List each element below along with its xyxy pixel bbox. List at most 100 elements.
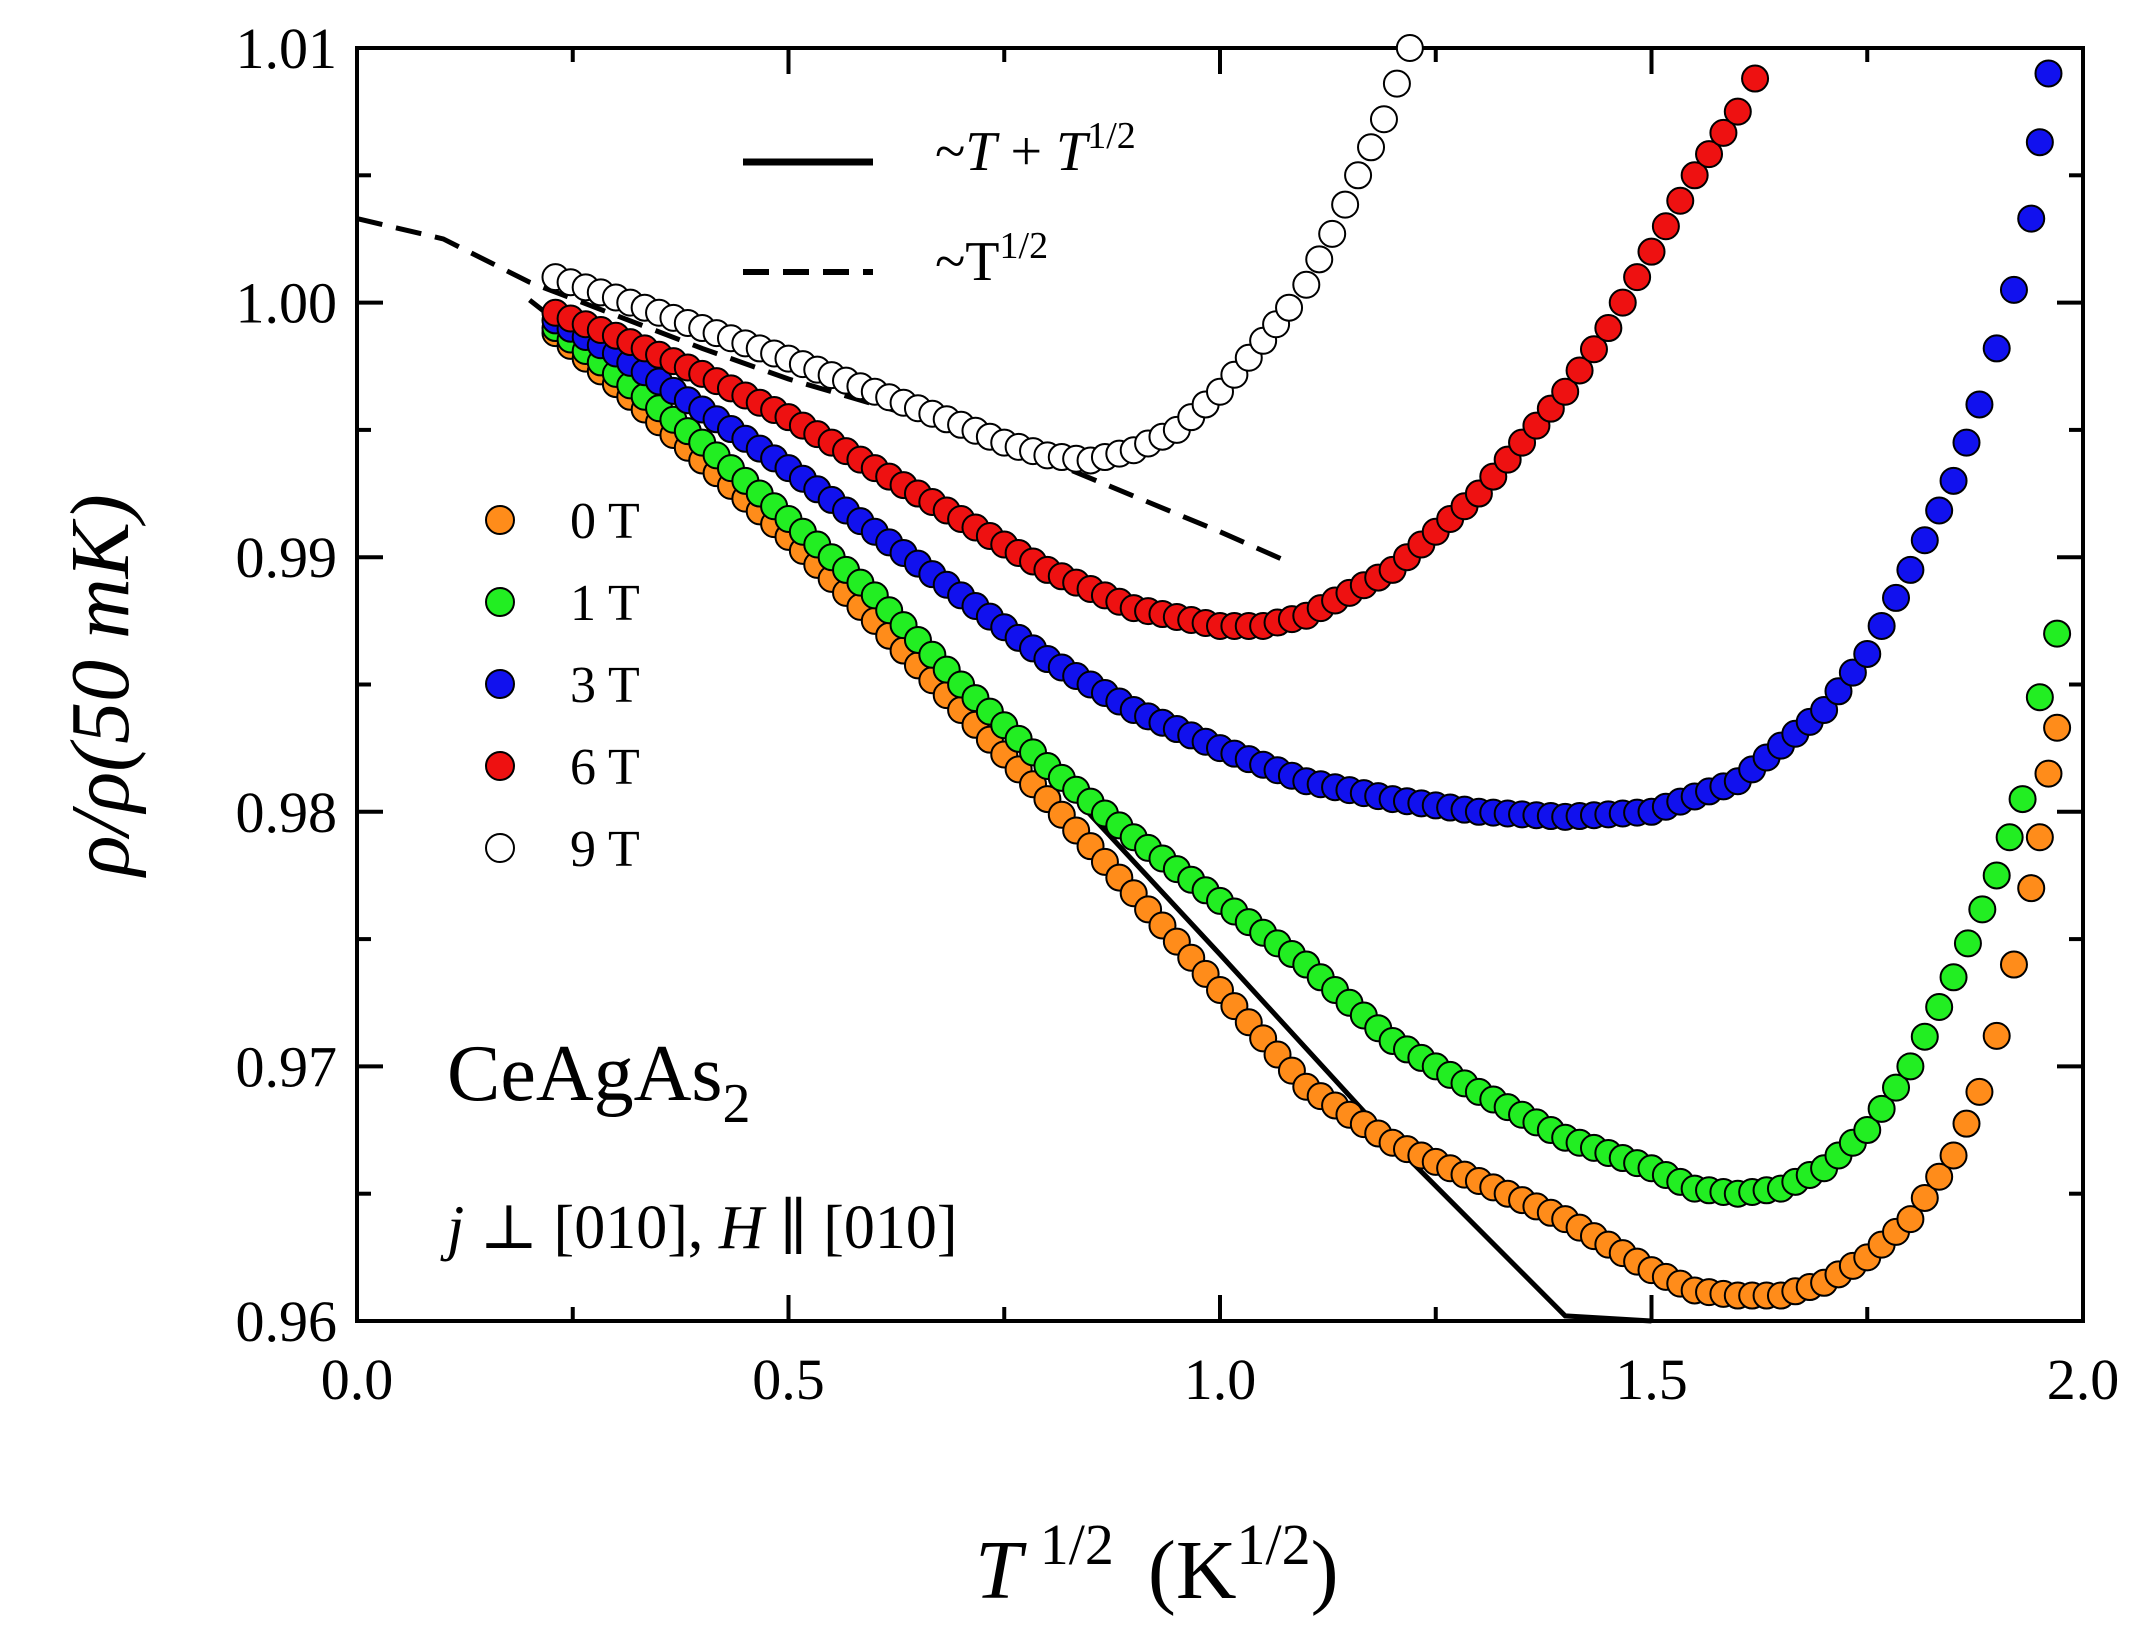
x-tick-label: 1.0 (1184, 1347, 1257, 1412)
data-point (2043, 619, 2072, 648)
series-legend: 0 T 1 T 3 T 6 T 9 T (485, 493, 640, 878)
data-point (1965, 390, 1994, 419)
data-point (1853, 1116, 1882, 1145)
data-point (1608, 288, 1637, 317)
series-0-t (541, 319, 2072, 1310)
x-tick-label: 0.5 (752, 1347, 825, 1412)
data-point (2025, 128, 2054, 157)
y-tick-label: 0.99 (236, 525, 338, 590)
data-point (2017, 874, 2046, 903)
data-point (1395, 34, 1424, 62)
tick-labels: 0.0 0.5 1.0 1.5 2.0 0.96 0.97 0.98 0.99 1.00 1.01 (236, 16, 2120, 1412)
y-tick-label: 0.96 (236, 1289, 338, 1354)
data-point (1882, 583, 1911, 612)
data-point (1680, 161, 1709, 190)
data-point (2017, 204, 2046, 233)
data-point (1357, 133, 1386, 162)
legend-label: 9 T (570, 821, 640, 878)
data-point (1995, 823, 2024, 852)
data-point (1369, 105, 1398, 134)
data-point (1824, 677, 1853, 706)
data-point (1953, 929, 1982, 958)
fit-legend-dashed-label: ~T1/2 (935, 225, 1048, 293)
data-point (1982, 334, 2011, 363)
series-6-t (541, 64, 1770, 640)
data-point (1939, 1141, 1968, 1170)
data-point (1579, 335, 1608, 364)
data-point (1275, 293, 1304, 322)
data-point (1838, 658, 1867, 687)
data-point (1651, 212, 1680, 241)
data-point (1925, 496, 1954, 525)
data-point (1982, 861, 2011, 890)
data-point (1551, 377, 1580, 406)
data-point (1594, 314, 1623, 343)
data-point (1925, 1162, 1954, 1191)
data-point (1896, 1205, 1925, 1234)
x-tick-label: 1.5 (1615, 1347, 1688, 1412)
data-point (1896, 1052, 1925, 1081)
data-point (1305, 245, 1334, 274)
series-3-t (541, 59, 2063, 831)
data-point (1910, 1183, 1939, 1212)
data-point (1666, 186, 1695, 215)
data-point (2034, 59, 2063, 88)
data-point (1999, 950, 2028, 979)
legend-label: 3 T (570, 657, 640, 714)
data-point (2008, 785, 2037, 814)
data-point (1331, 190, 1360, 219)
y-tick-label: 0.98 (236, 780, 338, 845)
data-point (2025, 823, 2054, 852)
data-point (1318, 219, 1347, 248)
data-point (1723, 97, 1752, 126)
data-point (1982, 1021, 2011, 1050)
config-label: j ⊥ [010], H ∥ [010] (440, 1194, 958, 1262)
data-point (1999, 275, 2028, 304)
legend-marker (485, 587, 515, 617)
x-tick-label: 2.0 (2047, 1347, 2120, 1412)
compound-label: CeAgAs2 (447, 1030, 751, 1135)
data-point (1695, 140, 1724, 169)
data-point (1344, 161, 1373, 190)
x-axis-title: T 1/2 (K1/2) (975, 1512, 1339, 1617)
data-point (1910, 1022, 1939, 1051)
legend-marker (485, 833, 515, 863)
data-point (1867, 611, 1896, 640)
series-1-t (541, 314, 2072, 1208)
data-point (1810, 695, 1839, 724)
x-tick-label: 0.0 (321, 1347, 394, 1412)
data-point (1965, 1077, 1994, 1106)
data-point (1939, 963, 1968, 992)
fit-line-sqrt-t (356, 216, 1291, 565)
data-point (1623, 263, 1652, 292)
data-point (1709, 118, 1738, 147)
legend-marker (485, 505, 515, 535)
data-point (1882, 1073, 1911, 1102)
data-point (2034, 759, 2063, 788)
data-point (2043, 713, 2072, 742)
y-tick-label: 1.00 (236, 271, 338, 336)
data-point (1741, 64, 1770, 93)
data-point (1382, 69, 1411, 98)
data-point (1867, 1094, 1896, 1123)
data-point (1896, 555, 1925, 584)
y-tick-label: 1.01 (236, 16, 338, 81)
legend-marker (485, 669, 515, 699)
axis-ticks (355, 46, 2085, 1323)
y-tick-label: 0.97 (236, 1034, 338, 1099)
data-point (1565, 356, 1594, 385)
legend-label: 6 T (570, 739, 640, 796)
data-points (541, 34, 2072, 1310)
legend-label: 0 T (570, 493, 640, 550)
data-point (1939, 466, 1968, 495)
data-point (1968, 895, 1997, 924)
fit-legend: ~T + T1/2 ~T1/2 (743, 115, 1136, 293)
legend-label: 1 T (570, 575, 640, 632)
data-point (2025, 683, 2054, 712)
data-point (1952, 1109, 1981, 1138)
data-point (1292, 270, 1321, 299)
fit-lines (356, 216, 1652, 1324)
data-point (1637, 237, 1666, 266)
y-axis-title: ρ/ρ(50 mK) (54, 494, 147, 879)
